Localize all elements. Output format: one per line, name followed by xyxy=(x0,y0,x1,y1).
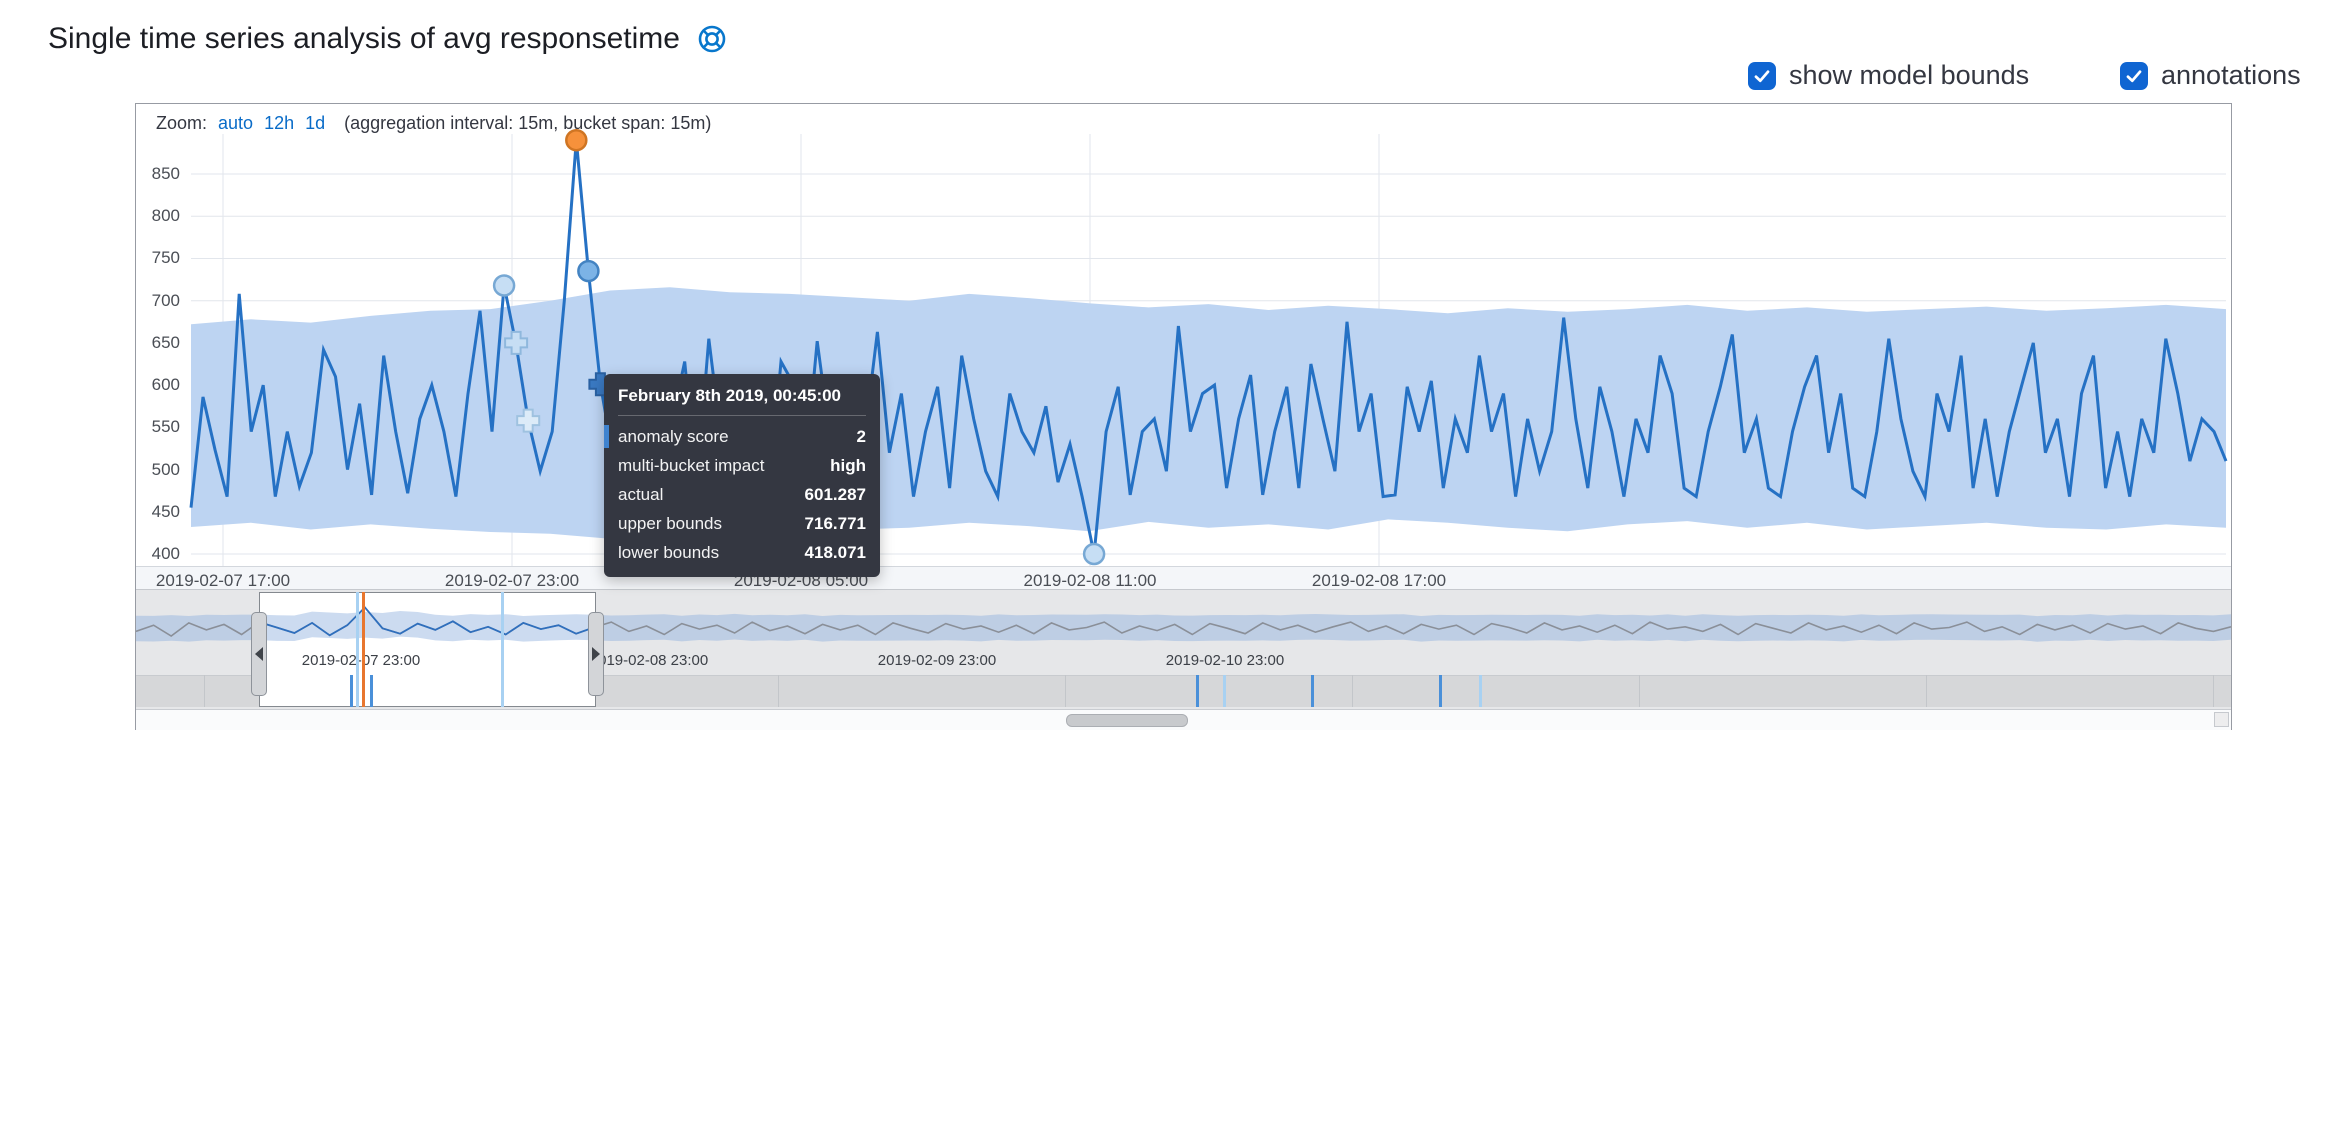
anomaly-marker-minor[interactable] xyxy=(577,259,600,283)
x-axis-strip xyxy=(136,566,2231,590)
swimlane-separator xyxy=(204,675,205,707)
chart-panel: Zoom: auto 12h 1d (aggregation interval:… xyxy=(135,103,2232,730)
y-axis-tick: 800 xyxy=(151,206,180,225)
navigator[interactable]: 2019-02-07 23:00 2019-02-08 23:00 2019-02-… xyxy=(136,589,2231,710)
nav-line-selected xyxy=(258,606,594,637)
tooltip-row: upper bounds 716.771 xyxy=(618,513,866,533)
scrollbar-corner xyxy=(2214,712,2229,727)
swimlane-separator xyxy=(1926,675,1927,707)
swimlane-tick[interactable] xyxy=(1223,675,1226,707)
multibucket-marker-warning[interactable] xyxy=(504,330,529,355)
tooltip-row: actual 601.287 xyxy=(618,484,866,504)
swimlane-tick[interactable] xyxy=(1196,675,1199,707)
swimlane-tick[interactable] xyxy=(370,675,373,707)
anomaly-marker-major[interactable] xyxy=(565,128,588,152)
x-axis-tick: 2019-02-07 17:00 xyxy=(155,571,291,590)
anomaly-marker-warning[interactable] xyxy=(1082,542,1106,566)
x-axis-tick: 2019-02-08 17:00 xyxy=(1311,571,1447,590)
y-axis-tick: 750 xyxy=(151,248,180,267)
show-model-bounds-label: show model bounds xyxy=(1789,60,2030,90)
swimlane-separator xyxy=(1065,675,1066,707)
anomaly-tooltip: February 8th 2019, 00:45:00 anomaly scor… xyxy=(604,374,880,577)
x-axis-tick: 2019-02-07 23:00 xyxy=(444,571,580,590)
swimlane-tick[interactable] xyxy=(362,592,365,707)
show-model-bounds-checkbox[interactable] xyxy=(1748,61,1776,90)
x-axis-tick: 2019-02-08 11:00 xyxy=(1023,571,1157,590)
y-axis-tick: 450 xyxy=(151,502,180,521)
right-arrow-icon xyxy=(592,647,600,661)
swimlane-tick[interactable] xyxy=(1439,675,1442,707)
zoom-label: Zoom: xyxy=(156,113,208,133)
y-axis-tick: 500 xyxy=(151,460,180,479)
tooltip-title: February 8th 2019, 00:45:00 xyxy=(618,386,866,416)
swimlane-tick[interactable] xyxy=(1479,675,1482,707)
swimlane-tick[interactable] xyxy=(356,592,359,707)
swimlane-tick[interactable] xyxy=(501,592,504,707)
swimlane-separator xyxy=(778,675,779,707)
aggregation-info: (aggregation interval: 15m, bucket span:… xyxy=(344,113,712,133)
zoom-option-auto[interactable]: auto xyxy=(218,113,254,133)
timeseries-chart[interactable] xyxy=(189,128,2228,566)
annotations-checkbox[interactable] xyxy=(2120,61,2148,90)
y-axis-tick: 650 xyxy=(151,333,180,352)
nav-axis-tick: 2019-02-09 23:00 xyxy=(877,652,997,669)
show-model-bounds-control[interactable]: show model bounds xyxy=(1748,60,2029,91)
multibucket-marker-warning[interactable] xyxy=(516,408,541,433)
tooltip-row: multi-bucket impact high xyxy=(618,455,866,475)
left-arrow-icon xyxy=(255,647,263,661)
swimlane-tick[interactable] xyxy=(350,675,353,707)
nav-selection[interactable] xyxy=(259,592,596,707)
zoom-bar: Zoom: auto 12h 1d (aggregation interval:… xyxy=(156,113,711,134)
severity-marker xyxy=(604,425,609,448)
nav-left-handle[interactable] xyxy=(251,612,267,696)
help-icon[interactable] xyxy=(696,23,728,55)
checkmark-icon xyxy=(1754,69,1770,82)
anomaly-marker-warning[interactable] xyxy=(492,274,516,297)
y-axis-tick: 600 xyxy=(151,375,180,394)
swimlane-separator xyxy=(2213,675,2214,707)
nav-axis-tick: 2019-02-07 23:00 xyxy=(301,652,421,669)
annotations-label: annotations xyxy=(2161,60,2301,90)
nav-axis-tick: 2019-02-08 23:00 xyxy=(589,652,709,669)
nav-axis-tick: 2019-02-10 23:00 xyxy=(1165,652,1285,669)
tooltip-row: lower bounds 418.071 xyxy=(618,542,866,562)
y-axis-tick: 700 xyxy=(151,291,180,310)
annotations-control[interactable]: annotations xyxy=(2120,60,2301,91)
y-axis-tick: 550 xyxy=(151,417,180,436)
swimlane-separator xyxy=(1352,675,1353,707)
tooltip-row: anomaly score 2 xyxy=(604,422,866,451)
swimlane-tick[interactable] xyxy=(1311,675,1314,707)
navigator-chart[interactable] xyxy=(136,592,2231,654)
swimlane-separator xyxy=(1639,675,1640,707)
h-scrollbar[interactable] xyxy=(136,709,2231,730)
nav-bounds-band xyxy=(136,611,2231,642)
zoom-option-12h[interactable]: 12h xyxy=(264,113,295,133)
checkmark-icon xyxy=(2126,69,2142,82)
page-title: Single time series analysis of avg respo… xyxy=(48,22,680,55)
scrollbar-thumb[interactable] xyxy=(1066,714,1188,727)
y-axis-tick: 400 xyxy=(151,544,180,563)
header: Single time series analysis of avg respo… xyxy=(48,22,728,56)
model-bounds-band xyxy=(191,287,2226,539)
zoom-option-1d[interactable]: 1d xyxy=(305,113,326,133)
y-axis-tick: 850 xyxy=(151,164,180,183)
nav-right-handle[interactable] xyxy=(588,612,604,696)
